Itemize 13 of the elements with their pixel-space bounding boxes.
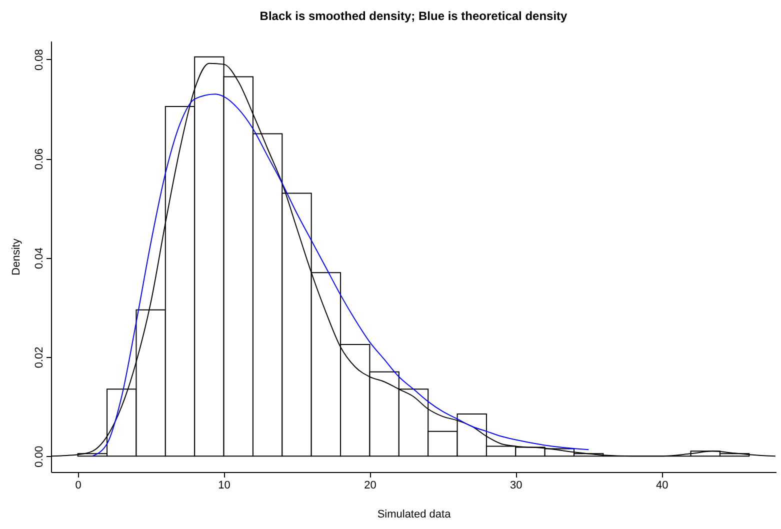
y-tick-label: 0.00	[34, 446, 46, 468]
x-tick-label: 0	[75, 480, 82, 492]
y-tick-label: 0.08	[34, 49, 46, 71]
y-axis-title: Density	[10, 238, 22, 276]
y-tick-label: 0.06	[34, 148, 46, 170]
x-tick-label: 30	[510, 480, 522, 492]
y-tick-label: 0.04	[34, 248, 46, 269]
x-tick-label: 10	[218, 480, 230, 492]
x-tick-label: 20	[364, 480, 376, 492]
x-axis-title: Simulated data	[377, 508, 452, 520]
x-tick-label: 40	[656, 480, 668, 492]
y-tick-label: 0.02	[34, 346, 46, 368]
chart-title: Black is smoothed density; Blue is theoretical density	[260, 9, 568, 23]
